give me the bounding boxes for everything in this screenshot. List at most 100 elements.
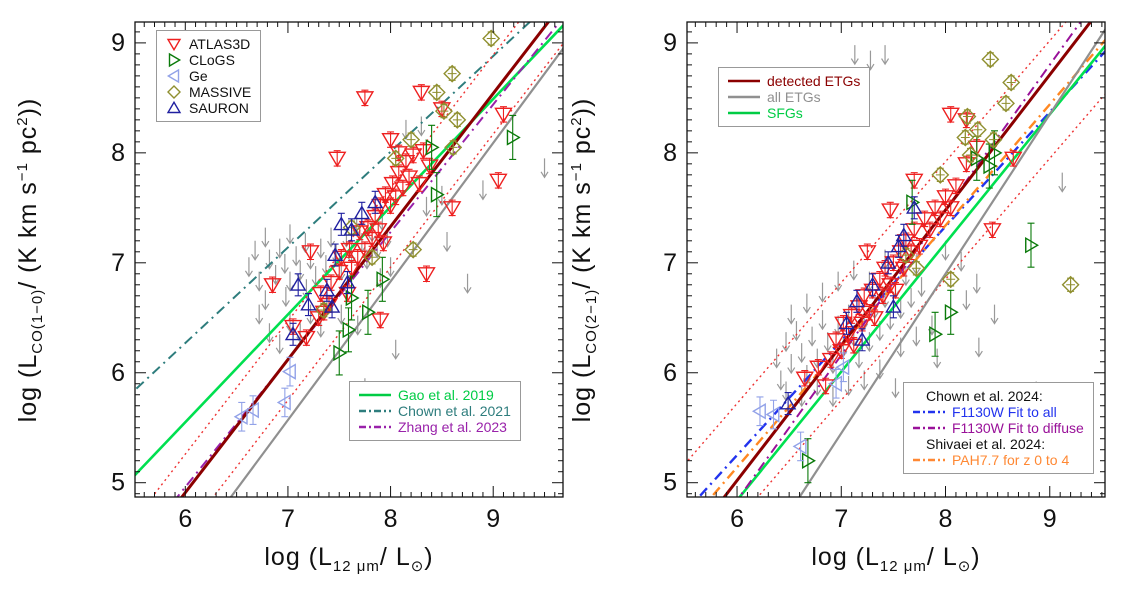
data-point-SAURON xyxy=(339,274,356,289)
data-point-SAURON xyxy=(284,326,302,341)
axis-label-segment: 12 μm xyxy=(879,558,927,575)
data-point-ATLAS3D xyxy=(809,360,828,377)
upper-limit-arrow xyxy=(271,264,280,286)
axis-label-segment: ) xyxy=(971,543,981,571)
legend-label: Zhang et al. 2023 xyxy=(398,419,507,435)
data-point-ATLAS3D xyxy=(881,278,900,294)
data-point-CLoGS xyxy=(430,186,445,203)
error-bar xyxy=(433,172,441,218)
axis-label-segment: 2 xyxy=(13,116,31,126)
tick-labels: 6 7 8 9 5 6 7 8 9 xyxy=(663,29,1057,533)
data-point-MASSIVE xyxy=(1061,275,1080,294)
series-MASSIVE xyxy=(314,29,501,320)
diamond-inner-cross xyxy=(391,153,401,163)
upper-limit-arrow xyxy=(990,304,999,325)
data-point-ATLAS3D xyxy=(910,239,929,256)
data-point-CLoGS xyxy=(345,289,360,307)
axis-label-segment: / L xyxy=(379,543,411,571)
x-tick-label: 6 xyxy=(178,505,192,533)
legend-item: PAH7.7 for z 0 to 4 xyxy=(912,452,1084,468)
legend-label: all ETGs xyxy=(767,89,821,105)
data-point-CLoGS xyxy=(988,144,1003,162)
error-bar xyxy=(286,356,294,387)
legend-label: MASSIVE xyxy=(189,84,252,100)
data-point-ATLAS3D xyxy=(854,289,874,305)
series-ATLAS3D xyxy=(263,84,513,347)
legend-heading: Chown et al. 2024: xyxy=(926,388,1043,404)
legend-label: SAURON xyxy=(189,100,249,116)
diamond-inner-cross xyxy=(911,263,921,273)
error-bar xyxy=(931,311,939,357)
upper-limit-arrow xyxy=(850,45,859,66)
y-axis-label-co21: log (LCO(2−1)/ (K km s−1 pc2)) xyxy=(568,98,600,423)
data-point-MASSIVE xyxy=(961,146,980,165)
data-point-ATLAS3D xyxy=(376,187,395,204)
data-point-ATLAS3D xyxy=(410,176,429,193)
y-tick-label: 5 xyxy=(111,469,125,497)
fit-line-detected-etgs-fit xyxy=(180,22,551,497)
error-bar xyxy=(249,395,257,425)
error-bar xyxy=(428,124,436,170)
diamond-icon xyxy=(167,85,181,99)
data-point-SAURON xyxy=(779,395,797,410)
data-point-SAURON xyxy=(890,238,907,253)
diamond-inner-cross xyxy=(1066,280,1076,290)
data-point-ATLAS3D xyxy=(319,297,339,314)
data-point-ATLAS3D xyxy=(348,250,367,267)
axis-label-segment: CO(2−1) xyxy=(583,288,601,354)
legend-item: Chown et al. 2021 xyxy=(358,403,511,419)
error-bar xyxy=(839,352,847,383)
data-point-SAURON xyxy=(353,205,371,220)
upper-limit-arrow xyxy=(540,158,549,179)
x-tick-label: 7 xyxy=(834,505,848,533)
upper-limit-arrow xyxy=(261,290,270,311)
axis-label-segment: −1 xyxy=(13,162,31,182)
data-point-ATLAS3D xyxy=(925,201,945,217)
data-point-ATLAS3D xyxy=(946,179,966,195)
axes-frame xyxy=(686,21,1106,498)
diamond-inner-cross xyxy=(447,69,457,79)
data-point-Ge xyxy=(245,401,259,419)
legend-label: detected ETGs xyxy=(767,73,861,89)
upper-limit-arrow xyxy=(244,257,253,278)
panel-co21: 6 7 8 9 5 6 7 8 9 xyxy=(663,21,1106,533)
data-point-ATLAS3D xyxy=(414,143,433,160)
data-point-ATLAS3D xyxy=(795,371,815,388)
data-point-Ge xyxy=(281,363,296,380)
upper-limit-arrow xyxy=(828,387,837,408)
data-point-ATLAS3D xyxy=(301,245,320,261)
axis-label-segment: log (L xyxy=(811,543,880,571)
error-bar xyxy=(797,431,805,462)
data-point-CLoGS xyxy=(362,304,377,321)
error-bar xyxy=(281,387,289,418)
legend-item: Shivaei et al. 2024: xyxy=(912,436,1084,452)
axis-label-segment: log (L xyxy=(264,543,333,571)
line-sample-icon xyxy=(359,409,391,413)
y-tick-label: 6 xyxy=(663,359,677,387)
legend-label: Gao et al. 2019 xyxy=(398,387,494,403)
data-point-CLoGS xyxy=(425,139,440,156)
upper-limit-arrow xyxy=(1058,172,1067,193)
upper-limit-arrow xyxy=(316,238,325,259)
upper-limit-arrow xyxy=(275,334,284,355)
line-sample-icon xyxy=(728,111,760,115)
diamond-inner-cross xyxy=(448,142,458,152)
upper-limit-arrow xyxy=(844,376,853,397)
diamond-inner-cross xyxy=(1006,78,1016,87)
axis-label-segment: 2 xyxy=(567,116,585,126)
data-point-CLoGS xyxy=(506,129,521,146)
triangle-left-icon xyxy=(166,68,180,84)
data-point-ATLAS3D xyxy=(936,190,955,206)
legend-label: F1130W Fit to all xyxy=(952,404,1057,420)
fit-line-scatter-lower xyxy=(756,93,1105,497)
data-point-ATLAS3D xyxy=(865,311,884,327)
data-point-SAURON xyxy=(318,282,336,297)
data-point-ATLAS3D xyxy=(881,203,900,220)
upper-limit-arrow xyxy=(327,227,336,248)
data-point-CLoGS xyxy=(342,321,357,339)
error-bar xyxy=(832,368,840,399)
data-point-ATLAS3D xyxy=(826,333,846,349)
upper-limit-arrow xyxy=(912,326,921,347)
error-bar xyxy=(335,330,343,376)
y-tick-label: 9 xyxy=(111,29,125,57)
